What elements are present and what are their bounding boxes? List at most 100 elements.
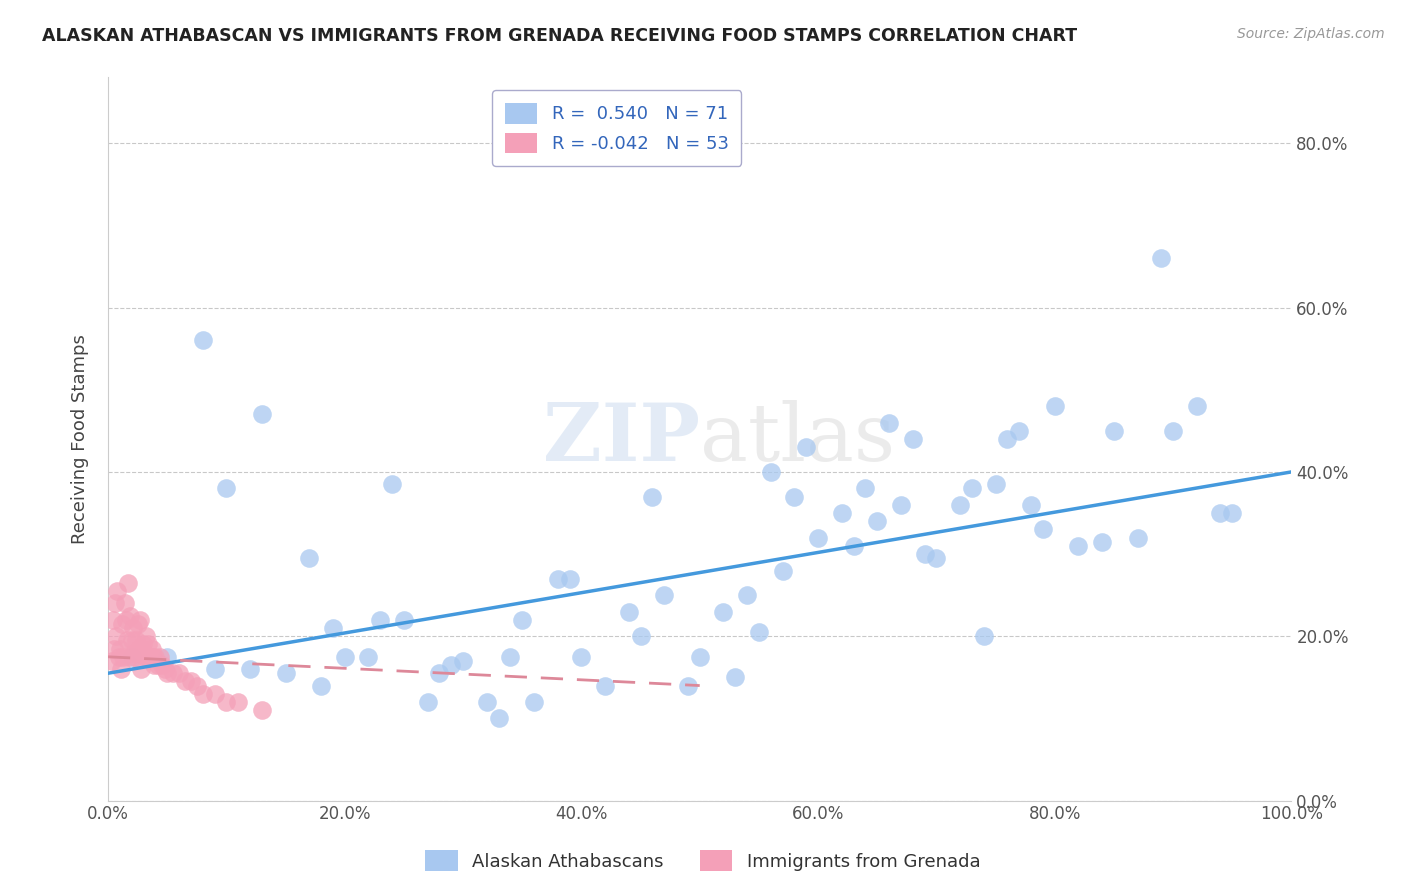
Point (100, 654, 122, 668)
Point (1150, 252, 1173, 266)
Point (558, 572, 581, 586)
Point (794, 440, 817, 454)
Text: atlas: atlas (700, 400, 894, 478)
Point (997, 432, 1019, 446)
Point (132, 638, 155, 652)
Point (547, 572, 569, 586)
Point (475, 695, 498, 709)
Point (107, 649, 129, 664)
Point (129, 613, 152, 627)
Point (191, 687, 214, 701)
Point (121, 621, 143, 635)
Point (901, 432, 924, 446)
Point (122, 646, 145, 660)
Point (427, 666, 450, 681)
Point (322, 621, 344, 635)
Point (877, 416, 900, 430)
Point (713, 605, 735, 619)
Point (617, 605, 640, 619)
Point (499, 649, 522, 664)
Point (180, 674, 202, 689)
Point (142, 649, 165, 664)
Point (357, 649, 380, 664)
Point (1209, 506, 1232, 520)
Point (107, 584, 129, 599)
Point (127, 616, 149, 631)
Point (866, 514, 889, 528)
Point (416, 695, 439, 709)
Point (1032, 523, 1054, 537)
Point (783, 490, 806, 504)
Point (641, 490, 664, 504)
Point (146, 658, 169, 673)
Point (108, 641, 131, 656)
Point (1008, 424, 1031, 438)
Point (143, 649, 166, 664)
Point (1161, 424, 1184, 438)
Point (855, 481, 877, 495)
Point (890, 498, 912, 512)
Point (949, 498, 972, 512)
Point (204, 662, 226, 676)
Point (141, 641, 163, 656)
Point (135, 629, 157, 643)
Point (112, 649, 135, 664)
Text: ALASKAN ATHABASCAN VS IMMIGRANTS FROM GRENADA RECEIVING FOOD STAMPS CORRELATION : ALASKAN ATHABASCAN VS IMMIGRANTS FROM GR… (42, 27, 1077, 45)
Point (523, 695, 546, 709)
Point (984, 477, 1007, 491)
Point (960, 481, 983, 495)
Point (772, 564, 794, 578)
Point (333, 649, 356, 664)
Point (139, 649, 162, 664)
Point (298, 551, 321, 566)
Point (1102, 424, 1125, 438)
Point (124, 649, 146, 664)
Point (368, 613, 391, 627)
Point (748, 625, 770, 640)
Point (114, 596, 136, 610)
Y-axis label: Receiving Food Stamps: Receiving Food Stamps (72, 334, 89, 544)
Point (128, 641, 150, 656)
Point (215, 481, 238, 495)
Point (630, 629, 652, 643)
Point (735, 588, 758, 602)
Point (724, 670, 747, 684)
Point (162, 666, 184, 681)
Point (143, 658, 166, 673)
Point (115, 633, 138, 648)
Point (309, 679, 332, 693)
Legend: R =  0.540   N = 71, R = -0.042   N = 53: R = 0.540 N = 71, R = -0.042 N = 53 (492, 90, 741, 166)
Point (129, 662, 152, 676)
Point (149, 649, 172, 664)
Point (120, 608, 142, 623)
Point (914, 547, 936, 561)
Point (156, 649, 179, 664)
Point (101, 613, 124, 627)
Point (111, 616, 134, 631)
Point (191, 334, 214, 348)
Point (153, 662, 176, 676)
Point (250, 703, 273, 717)
Point (156, 666, 179, 681)
Point (510, 613, 533, 627)
Point (226, 695, 249, 709)
Point (676, 679, 699, 693)
Point (105, 629, 128, 643)
Point (1126, 531, 1149, 545)
Point (807, 531, 830, 545)
Point (136, 649, 159, 664)
Point (152, 658, 174, 673)
Point (759, 465, 782, 479)
Point (973, 629, 995, 643)
Point (136, 638, 159, 652)
Point (593, 679, 616, 693)
Point (121, 649, 143, 664)
Text: Source: ZipAtlas.com: Source: ZipAtlas.com (1237, 27, 1385, 41)
Point (131, 641, 153, 656)
Point (239, 662, 262, 676)
Point (117, 575, 139, 590)
Point (174, 674, 197, 689)
Point (138, 649, 160, 664)
Legend: Alaskan Athabascans, Immigrants from Grenada: Alaskan Athabascans, Immigrants from Gre… (418, 843, 988, 879)
Point (689, 649, 711, 664)
